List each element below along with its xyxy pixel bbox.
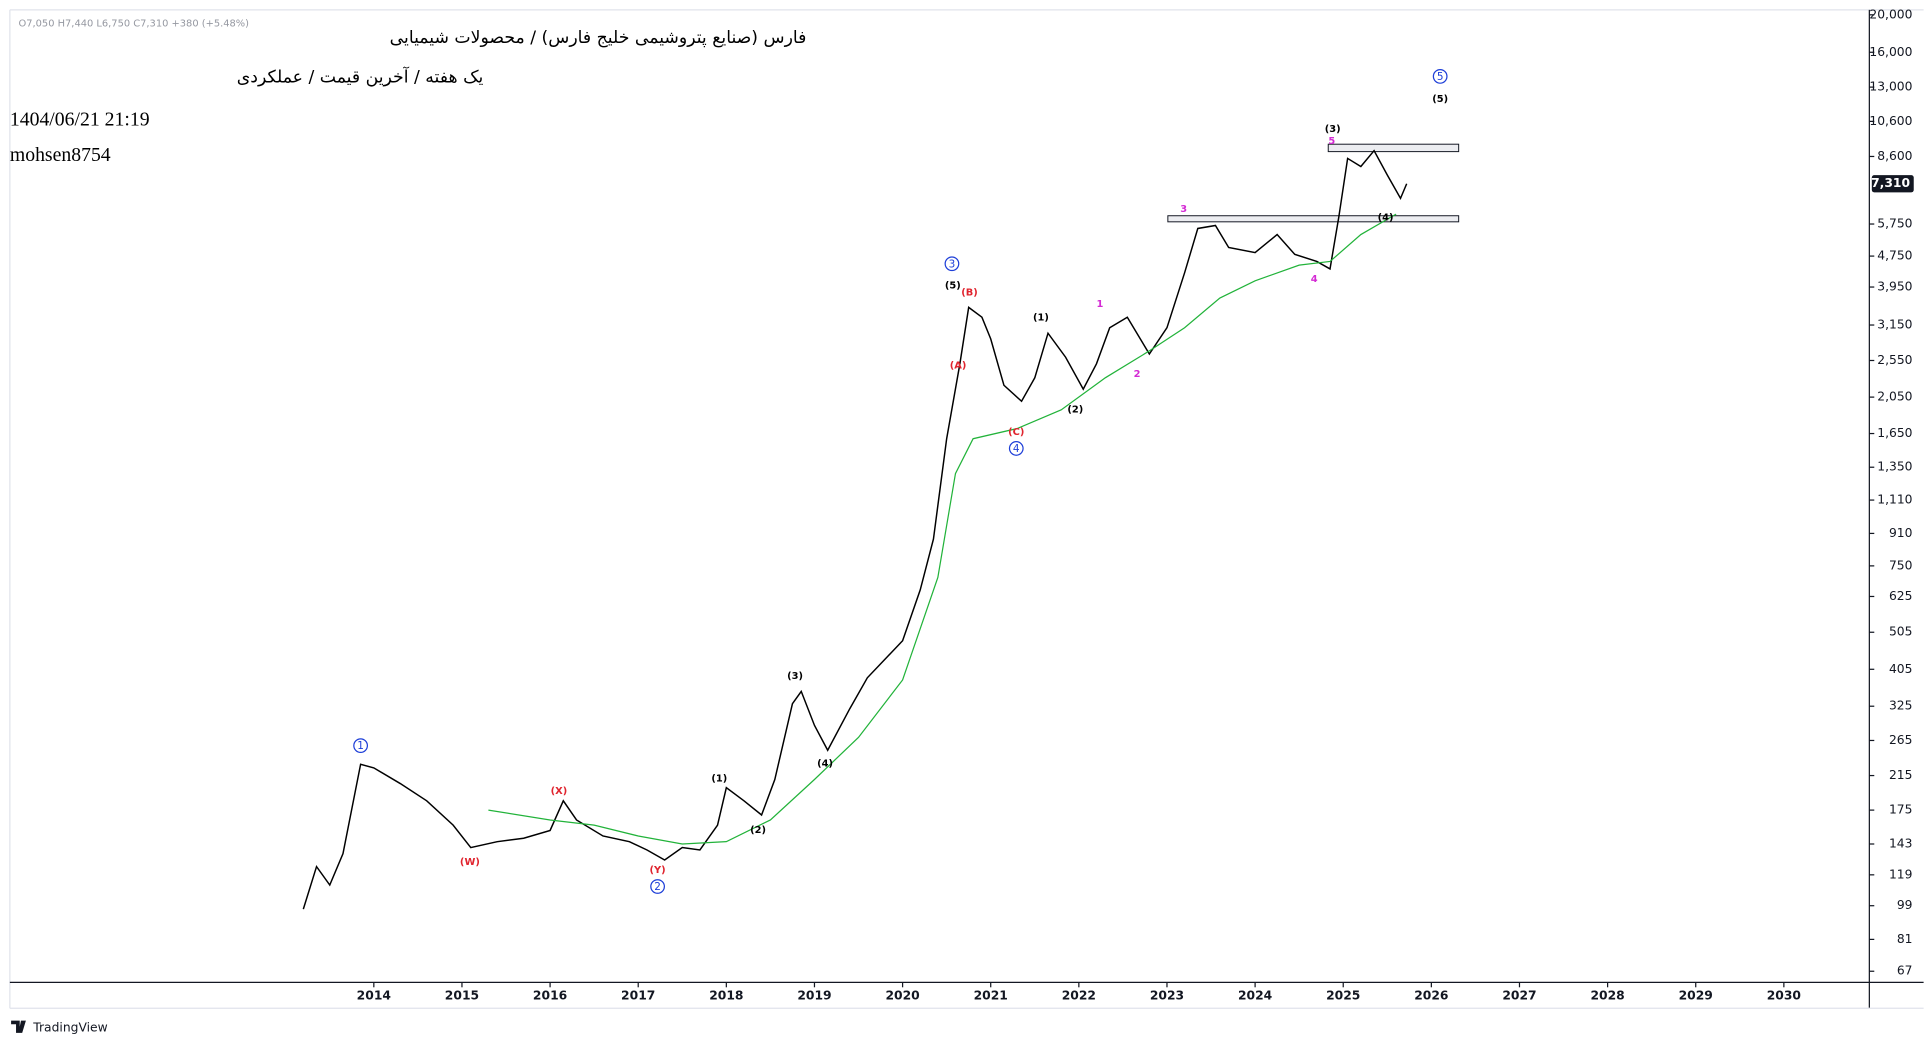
wave-circle bbox=[944, 256, 960, 272]
price-line bbox=[302, 149, 1408, 910]
zone bbox=[1327, 143, 1460, 153]
y-tick-label: 505 bbox=[1889, 625, 1913, 639]
wave-label: 4 bbox=[1013, 443, 1020, 455]
wave-label: 5 bbox=[1328, 136, 1335, 147]
y-tick-label: 20,000 bbox=[1869, 7, 1912, 21]
y-tick-label: 1,650 bbox=[1877, 426, 1912, 440]
wave-label: (4) bbox=[817, 758, 833, 769]
wave-label: (1) bbox=[711, 774, 727, 785]
zone bbox=[1167, 215, 1460, 223]
y-tick-label: 2,050 bbox=[1877, 390, 1912, 404]
wave-label: (2) bbox=[750, 825, 766, 836]
wave-label: (X) bbox=[551, 786, 568, 797]
x-tick-label: 2018 bbox=[709, 988, 743, 1002]
x-tick-label: 2023 bbox=[1150, 988, 1184, 1002]
x-tick-label: 2025 bbox=[1326, 988, 1360, 1002]
y-tick-label: 405 bbox=[1889, 662, 1913, 676]
y-tick-label: 325 bbox=[1889, 699, 1913, 713]
wave-label: (Y) bbox=[650, 865, 666, 876]
x-tick-label: 2016 bbox=[533, 988, 567, 1002]
y-tick-label: 119 bbox=[1889, 867, 1913, 881]
y-tick-label: 3,950 bbox=[1877, 280, 1912, 294]
logo[interactable]: TradingView bbox=[32, 1020, 107, 1034]
wave-label: 1 bbox=[357, 740, 364, 752]
ohlc: O7,050 H7,440 L6,750 C7,310 +380 (+5.48%… bbox=[18, 18, 249, 29]
wave-circle bbox=[650, 879, 665, 894]
x-tick-label: 2024 bbox=[1238, 988, 1272, 1002]
y-tick-label: 16,000 bbox=[1869, 45, 1912, 59]
wave-label: (C) bbox=[1008, 427, 1024, 438]
x-tick-label: 2019 bbox=[797, 988, 831, 1002]
wave-label: (W) bbox=[460, 857, 480, 868]
date: 1404/06/21 21:19 bbox=[10, 108, 150, 130]
x-tick-label: 2027 bbox=[1502, 988, 1536, 1002]
author: mohsen8754 bbox=[10, 144, 111, 166]
y-tick-label: 2,550 bbox=[1877, 353, 1912, 367]
y-tick-label: 265 bbox=[1889, 733, 1913, 747]
x-tick-label: 2026 bbox=[1414, 988, 1448, 1002]
wave-label: 3 bbox=[949, 258, 956, 270]
y-tick-label: 99 bbox=[1897, 898, 1913, 912]
x-tick-label: 2030 bbox=[1767, 988, 1801, 1002]
y-tick-label: 750 bbox=[1889, 558, 1913, 572]
x-tick-label: 2014 bbox=[357, 988, 391, 1002]
wave-circle bbox=[353, 738, 369, 754]
y-tick-label: 4,750 bbox=[1877, 249, 1912, 263]
y-tick-label: 10,600 bbox=[1869, 114, 1912, 128]
wave-label: (1) bbox=[1033, 312, 1049, 323]
wave-label: 5 bbox=[1437, 71, 1444, 83]
wave-label: (5) bbox=[945, 280, 961, 291]
moving-average bbox=[488, 213, 1397, 845]
logo-icon bbox=[11, 1020, 26, 1033]
wave-label: (5) bbox=[1432, 94, 1448, 105]
y-tick-label: 1,350 bbox=[1877, 460, 1912, 474]
wave-circle bbox=[1432, 69, 1448, 84]
wave-label: (3) bbox=[787, 671, 803, 682]
y-tick-label: 3,150 bbox=[1877, 318, 1912, 332]
wave-label: (4) bbox=[1378, 212, 1394, 223]
wave-label: (B) bbox=[961, 288, 978, 299]
wave-label: (3) bbox=[1325, 124, 1341, 135]
chart-title: فارس (صنایع پتروشیمی خلیج فارس) / محصولا… bbox=[390, 28, 807, 48]
y-tick-label: 13,000 bbox=[1869, 80, 1912, 94]
y-tick-label: 175 bbox=[1889, 803, 1913, 817]
wave-circle bbox=[1008, 441, 1024, 456]
last-price-box bbox=[1871, 175, 1914, 193]
last-price-label: 7,310 bbox=[1871, 176, 1910, 190]
x-tick-label: 2021 bbox=[974, 988, 1008, 1002]
x-tick-label: 2015 bbox=[445, 988, 479, 1002]
y-tick-label: 5,750 bbox=[1877, 217, 1912, 231]
y-tick-label: 8,600 bbox=[1877, 149, 1912, 163]
wave-label: 3 bbox=[1180, 204, 1187, 215]
y-tick-label: 143 bbox=[1889, 837, 1913, 851]
wave-label: 1 bbox=[1097, 299, 1104, 310]
y-tick-label: 910 bbox=[1889, 526, 1913, 540]
y-tick-label: 215 bbox=[1889, 768, 1913, 782]
wave-label: 2 bbox=[1134, 369, 1141, 380]
wave-label: 4 bbox=[1311, 274, 1318, 285]
wave-label: (A) bbox=[950, 360, 967, 371]
wave-label: 2 bbox=[654, 881, 661, 893]
chart-subtitle: یک هفته / آخرین قیمت / عملکردی bbox=[237, 66, 484, 88]
y-tick-label: 1,110 bbox=[1877, 493, 1912, 507]
x-tick-label: 2020 bbox=[885, 988, 919, 1002]
y-tick-label: 625 bbox=[1889, 589, 1913, 603]
y-tick-label: 67 bbox=[1897, 964, 1913, 978]
x-tick-label: 2029 bbox=[1679, 988, 1713, 1002]
x-tick-label: 2028 bbox=[1590, 988, 1624, 1002]
wave-label: (2) bbox=[1067, 405, 1083, 416]
y-tick-label: 81 bbox=[1897, 932, 1913, 946]
x-tick-label: 2017 bbox=[621, 988, 655, 1002]
x-tick-label: 2022 bbox=[1062, 988, 1096, 1002]
